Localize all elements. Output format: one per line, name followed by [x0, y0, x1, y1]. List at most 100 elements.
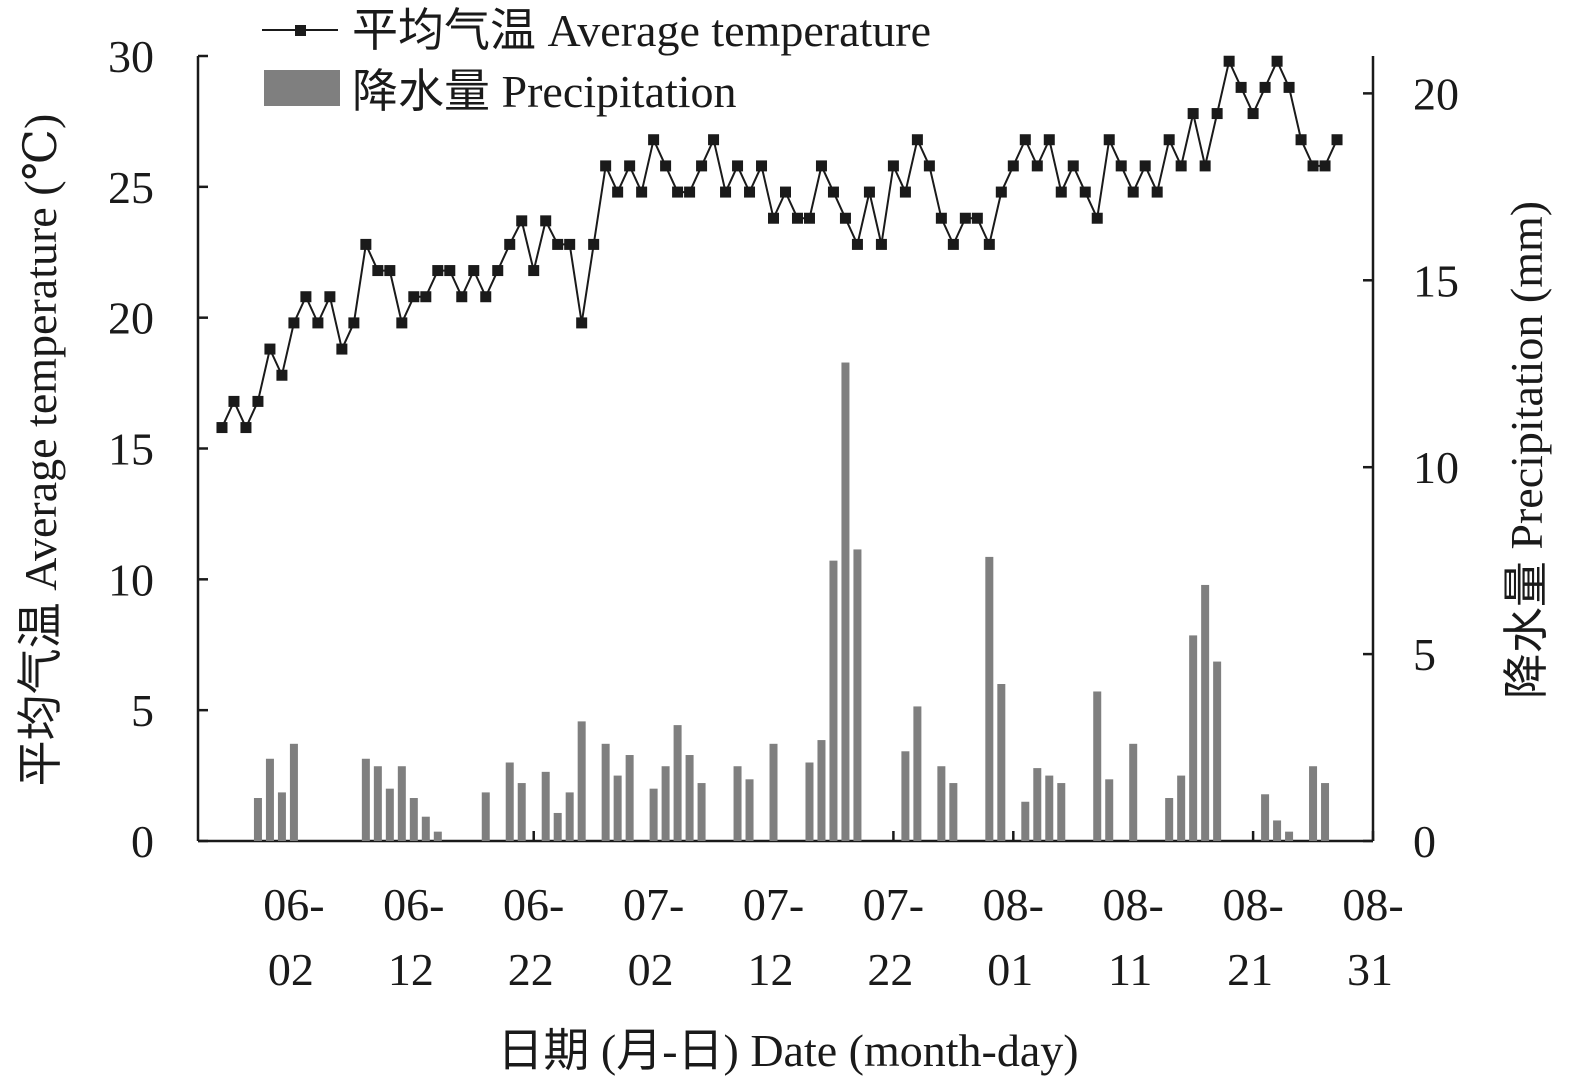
temperature-marker [1235, 81, 1247, 93]
temperature-marker [348, 317, 360, 329]
left-tick-label: 5 [131, 685, 154, 736]
temperature-marker [576, 317, 588, 329]
precipitation-bar [613, 775, 622, 841]
temperature-marker [803, 212, 815, 224]
left-tick-label: 20 [108, 293, 154, 344]
temperature-marker [1199, 160, 1211, 172]
left-tick-label: 15 [108, 424, 154, 475]
precipitation-bar [1309, 766, 1318, 841]
precipitation-bar [421, 816, 430, 841]
temperature-marker [768, 212, 780, 224]
precipitation-bar [1201, 584, 1210, 841]
temperature-marker [1151, 186, 1163, 198]
precipitation-bar [685, 755, 694, 841]
temperature-marker [1127, 186, 1139, 198]
temperature-marker [1007, 160, 1019, 172]
temperature-marker [947, 238, 959, 250]
temperature-marker [552, 238, 564, 250]
temperature-marker [1187, 108, 1199, 120]
precipitation-bar [1213, 661, 1222, 841]
temperature-marker [540, 215, 552, 227]
precipitation-bar [829, 560, 838, 841]
temperature-marker [851, 238, 863, 250]
precipitation-bar [1105, 779, 1114, 841]
right-tick-label: 0 [1413, 816, 1436, 867]
precipitation-bar [361, 758, 370, 841]
temperature-marker [444, 265, 456, 277]
precipitation-bar [517, 783, 526, 841]
precipitation-bar [1285, 831, 1294, 841]
temperature-marker [480, 291, 492, 303]
temperature-marker [887, 160, 899, 172]
x-tick-label-month: 08- [1222, 879, 1283, 930]
precipitation-bar [673, 725, 682, 841]
right-tick-label: 5 [1413, 629, 1436, 680]
temperature-marker [696, 160, 708, 172]
temperature-marker [396, 317, 408, 329]
x-tick-label-day: 21 [1227, 944, 1273, 995]
temperature-marker [1163, 134, 1175, 146]
temperature-marker [1079, 186, 1091, 198]
temperature-marker [684, 186, 696, 198]
x-tick-label-month: 06- [263, 879, 324, 930]
temperature-marker [959, 212, 971, 224]
x-tick-label-month: 07- [623, 879, 684, 930]
x-tick-label-month: 07- [863, 879, 924, 930]
x-tick-label-month: 07- [743, 879, 804, 930]
precipitation-bar [853, 549, 862, 841]
temperature-markers [216, 55, 1343, 434]
precipitation-bar [649, 788, 658, 841]
x-axis-title: 日期 (月-日) Date (month-day) [497, 1025, 1078, 1076]
temperature-marker [1067, 160, 1079, 172]
precipitation-bars [253, 362, 1330, 841]
x-ticks: 06- 02 06- 12 06- 22 07- 02 07- 12 07- 22 08- 01 08- 11… [263, 831, 1404, 995]
precipitation-bar [1033, 768, 1042, 841]
temperature-marker [264, 343, 276, 355]
temperature-marker [899, 186, 911, 198]
temperature-marker [312, 317, 324, 329]
temperature-marker [564, 238, 576, 250]
temperature-marker [1283, 81, 1295, 93]
temperature-marker [288, 317, 300, 329]
precipitation-bar [1057, 783, 1066, 841]
precipitation-bar [397, 766, 406, 841]
precipitation-bar [937, 766, 946, 841]
precipitation-bar [277, 792, 286, 841]
precipitation-bar [1045, 775, 1054, 841]
temperature-marker [468, 265, 480, 277]
x-tick-label-day: 22 [508, 944, 554, 995]
precipitation-bar [985, 556, 994, 841]
temperature-marker [228, 395, 240, 407]
precipitation-bar [625, 755, 634, 841]
x-tick-label-day: 11 [1108, 944, 1152, 995]
precipitation-bar [913, 706, 922, 841]
precipitation-bar [733, 766, 742, 841]
temperature-marker [1331, 134, 1343, 146]
temperature-marker [636, 186, 648, 198]
left-tick-label: 30 [108, 31, 154, 82]
temperature-marker [216, 422, 228, 434]
temperature-marker [1295, 134, 1307, 146]
right-axis-title: 降水量 Precipitation (mm) [1501, 201, 1552, 699]
temperature-marker [875, 238, 887, 250]
temperature-line [221, 58, 1338, 431]
precipitation-bar [1177, 775, 1186, 841]
temperature-marker [252, 395, 264, 407]
temperature-marker [1259, 81, 1271, 93]
precipitation-bar [769, 743, 778, 841]
temperature-marker [863, 186, 875, 198]
temperature-marker [1115, 160, 1127, 172]
temperature-marker [923, 160, 935, 172]
temperature-marker [432, 265, 444, 277]
temperature-series [221, 58, 1338, 431]
temperature-marker [1019, 134, 1031, 146]
precipitation-bar [1261, 794, 1270, 841]
precipitation-bar [817, 740, 826, 841]
precipitation-bar [409, 798, 418, 841]
precipitation-bar [1321, 783, 1330, 841]
temperature-marker [360, 238, 372, 250]
temperature-marker [456, 291, 468, 303]
x-tick-label-month: 06- [503, 879, 564, 930]
legend-temperature-label: 平均气温 Average temperature [352, 5, 931, 56]
